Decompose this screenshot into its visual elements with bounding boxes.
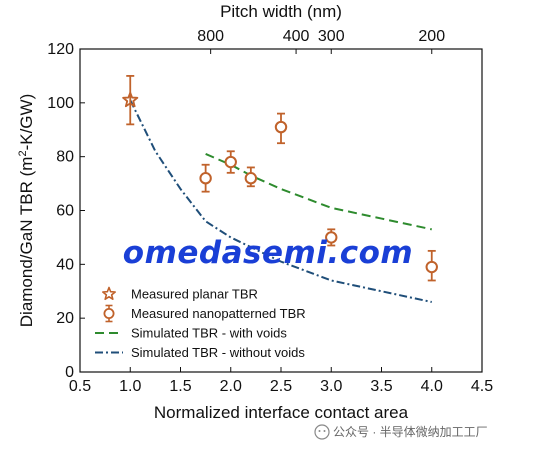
nanopatterned-point <box>425 260 438 274</box>
top-tick-label: 200 <box>418 28 445 45</box>
top-axis-ticks: 800 400 300 200 <box>197 28 445 54</box>
y-tick-label: 80 <box>56 149 74 166</box>
legend: Measured planar TBR Measured nanopatterne… <box>95 286 306 360</box>
top-tick-label: 800 <box>197 28 224 45</box>
planar-point <box>122 91 139 108</box>
nanopatterned-point <box>325 231 338 244</box>
y-tick-label: 100 <box>47 95 74 112</box>
top-tick-label: 400 <box>283 28 310 45</box>
watermark-text: omedasemi.com <box>123 235 413 271</box>
x-axis-ticks: 0.5 1.0 1.5 2.0 2.5 3.0 3.5 4.0 4.5 <box>69 367 493 395</box>
y-tick-label: 20 <box>56 310 74 327</box>
x-tick-label: 2.5 <box>270 378 292 395</box>
x-tick-label: 4.0 <box>421 378 443 395</box>
x-tick-label: 0.5 <box>69 378 91 395</box>
x-tick-label: 3.0 <box>320 378 342 395</box>
x-tick-label: 1.5 <box>169 378 191 395</box>
x-tick-label: 3.5 <box>370 378 392 395</box>
nanopatterned-point <box>199 172 212 185</box>
legend-label: Measured planar TBR <box>131 287 258 302</box>
credit-block: 公众号 · 半导体微纳加工工厂 <box>314 424 488 440</box>
top-axis-label: Pitch width (nm) <box>220 2 342 21</box>
y-axis-ticks: 0 20 40 60 80 100 120 <box>47 41 85 381</box>
wechat-icon-eye <box>318 430 321 432</box>
measured-series <box>122 75 438 282</box>
plot-frame <box>79 48 483 373</box>
x-tick-label: 1.0 <box>119 378 141 395</box>
simulated-series <box>129 99 432 303</box>
y-tick-label: 0 <box>65 364 74 381</box>
wechat-icon-eye <box>323 430 326 432</box>
legend-label: Measured nanopatterned TBR <box>131 306 306 321</box>
with-voids-line <box>205 153 432 231</box>
y-tick-label: 40 <box>56 256 74 273</box>
y-tick-label: 120 <box>47 41 74 58</box>
nanopatterned-point <box>244 172 258 185</box>
y-axis-label-pre: Diamond/GaN TBR (m <box>17 157 36 328</box>
y-axis-label-sup: 2 <box>17 150 29 156</box>
wechat-icon <box>314 424 330 440</box>
x-axis-label: Normalized interface contact area <box>154 403 409 422</box>
legend-label: Simulated TBR - without voids <box>131 345 305 360</box>
top-tick-label: 300 <box>318 28 345 45</box>
credit-text: 公众号 · 半导体微纳加工工厂 <box>333 425 488 439</box>
legend-circle-marker <box>103 307 115 319</box>
without-voids-line <box>129 99 432 303</box>
y-tick-label: 60 <box>56 203 74 220</box>
legend-label: Simulated TBR - with voids <box>131 326 287 341</box>
legend-star-marker <box>102 286 116 301</box>
y-axis-label-post: -K/GW) <box>17 94 36 151</box>
nanopatterned-point <box>274 120 288 134</box>
y-axis-label: Diamond/GaN TBR (m2-K/GW) <box>17 94 36 327</box>
nanopatterned-point <box>224 155 237 169</box>
x-tick-label: 4.5 <box>471 378 493 395</box>
x-tick-label: 2.0 <box>220 378 242 395</box>
